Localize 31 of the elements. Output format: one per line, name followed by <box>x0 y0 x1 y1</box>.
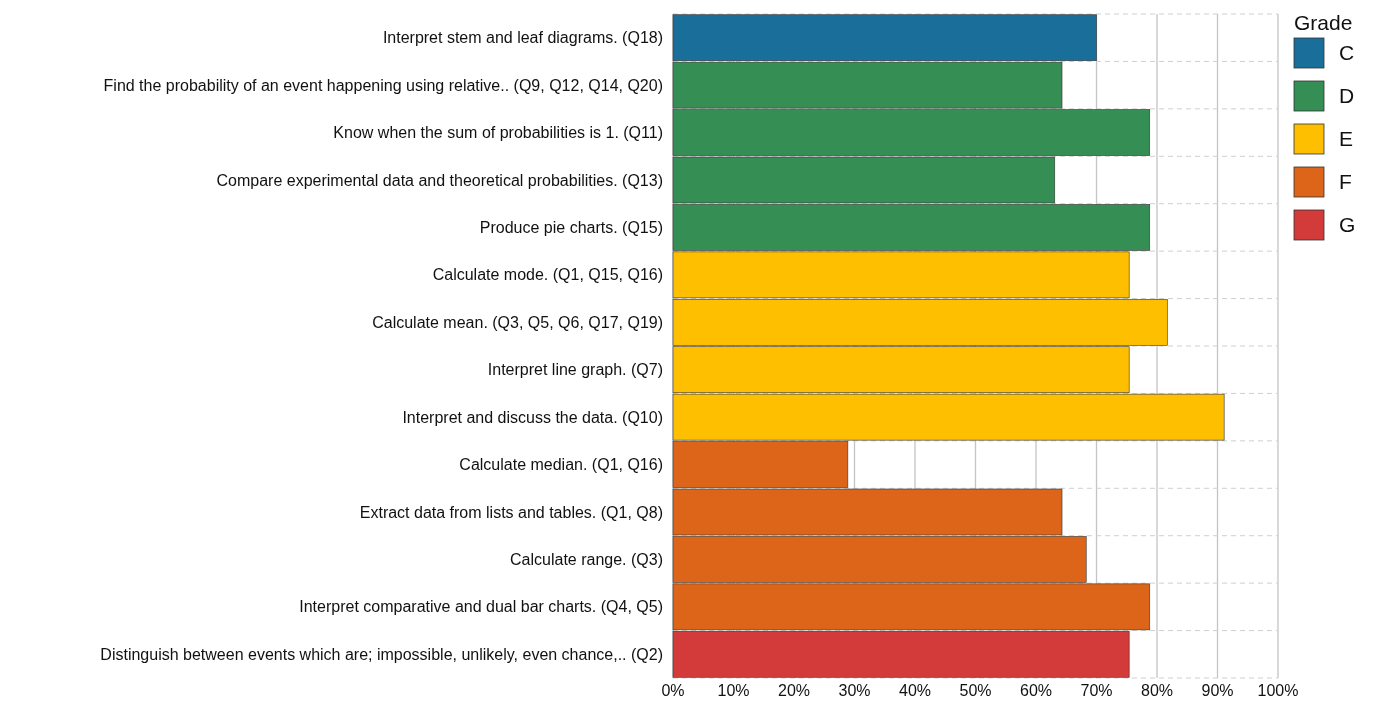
x-tick-label: 30% <box>838 682 871 699</box>
y-tick-label: Calculate mean. (Q3, Q5, Q6, Q17, Q19) <box>372 313 663 331</box>
y-tick-label: Calculate range. (Q3) <box>510 551 663 569</box>
y-tick-label: Calculate median. (Q1, Q16) <box>459 456 663 474</box>
y-tick-label: Know when the sum of probabilities is 1. (Q11) <box>333 124 663 142</box>
legend-label: D <box>1339 84 1355 108</box>
y-tick-label: Distinguish between events which are; impossible, unlikely, even chance,.. (Q2) <box>100 645 663 663</box>
legend-label: F <box>1339 170 1352 194</box>
legend-label: C <box>1339 41 1355 65</box>
legend-label: G <box>1339 213 1356 237</box>
x-tick-label: 20% <box>777 682 811 699</box>
y-tick-label: Extract data from lists and tables. (Q1, Q8) <box>359 503 663 521</box>
x-tick-label: 10% <box>717 682 750 699</box>
x-tick-label: 60% <box>1019 682 1053 699</box>
y-tick-label: Find the probability of an event happening using relative.. (Q9, Q12, Q14, Q20) <box>103 76 663 94</box>
y-tick-label: Interpret stem and leaf diagrams. (Q18) <box>382 29 663 47</box>
legend-title: Grade <box>1294 11 1353 34</box>
y-tick-label: Produce pie charts. (Q15) <box>479 219 663 237</box>
x-tick-label: 40% <box>898 682 932 699</box>
x-tick-label: 70% <box>1080 682 1113 699</box>
x-tick-label: 80% <box>1140 682 1174 699</box>
y-tick-label: Interpret and discuss the data. (Q10) <box>402 408 663 426</box>
y-tick-label: Interpret comparative and dual bar charts. (Q4, Q5) <box>299 598 663 616</box>
y-tick-label: Compare experimental data and theoretical probabilities. (Q13) <box>216 171 663 189</box>
x-tick-label: 100% <box>1257 682 1299 699</box>
y-tick-label: Calculate mode. (Q1, Q15, Q16) <box>432 266 663 284</box>
legend-label: E <box>1339 127 1354 151</box>
x-tick-label: 50% <box>959 682 992 699</box>
y-tick-label: Interpret line graph. (Q7) <box>487 361 663 379</box>
x-tick-label: 90% <box>1201 682 1234 699</box>
x-tick-label: 0% <box>661 682 685 699</box>
